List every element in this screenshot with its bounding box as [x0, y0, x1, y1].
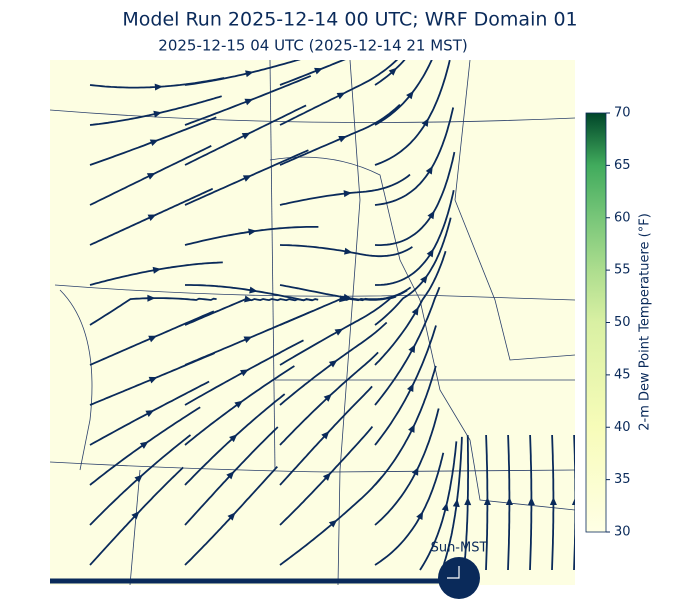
arrowhead [147, 294, 156, 302]
arrowhead [427, 210, 435, 220]
arrowhead [388, 67, 397, 76]
arrowhead [328, 359, 338, 368]
arrowhead [154, 83, 163, 91]
arrowhead [328, 519, 338, 528]
colorbar-label: 2-m Dew Point Temperatuere (°F) [638, 213, 653, 431]
arrowhead [134, 474, 143, 483]
colorbar-tick-label: 30 [614, 525, 631, 540]
arrowhead [344, 247, 353, 255]
arrowhead [147, 214, 157, 222]
subtitle: 2025-12-15 04 UTC (2025-12-14 21 MST) [158, 37, 467, 55]
arrowhead [408, 344, 416, 353]
map [50, 60, 575, 585]
marker-icon [447, 566, 460, 579]
arrowhead [421, 118, 429, 127]
arrowhead [146, 172, 156, 180]
arrowhead [339, 295, 348, 303]
arrowhead [505, 497, 513, 506]
arrowhead [420, 274, 428, 284]
colorbar-tick-label: 50 [614, 315, 631, 330]
title: Model Run 2025-12-14 00 UTC; WRF Domain … [122, 9, 577, 31]
arrowhead [244, 98, 254, 106]
arrowhead [241, 132, 251, 140]
arrowhead [152, 266, 162, 274]
arrowhead [244, 295, 253, 303]
arrowhead [145, 410, 155, 417]
arrowhead [411, 467, 419, 476]
arrowhead [226, 471, 235, 480]
arrowhead [248, 228, 257, 236]
arrowhead [148, 376, 158, 384]
arrowhead [426, 248, 434, 258]
colorbar-tick-label: 60 [614, 210, 631, 225]
arrowhead [240, 369, 249, 377]
colorbar-tick-label: 55 [614, 263, 631, 278]
arrowhead [336, 92, 346, 100]
arrowhead [483, 497, 491, 506]
arrowhead [149, 139, 159, 146]
colorbar-tick-label: 35 [614, 472, 631, 487]
arrowhead [338, 135, 347, 143]
arrowhead [153, 110, 162, 118]
arrowhead [139, 441, 149, 449]
arrowhead [343, 190, 352, 198]
arrowhead [314, 67, 323, 75]
arrowhead [321, 431, 330, 440]
colorbar-tick-label: 70 [614, 106, 631, 121]
colorbar-tick-label: 40 [614, 420, 631, 435]
arrowhead [323, 393, 332, 402]
colorbar [585, 112, 607, 533]
arrowhead [229, 434, 238, 443]
arrowhead [245, 70, 254, 78]
arrowhead [452, 498, 460, 508]
arrowhead [549, 497, 557, 506]
timeline-label: Sun-MST [431, 541, 488, 556]
colorbar-ticks: 30 35 40 45 50 55 60 65 70 [606, 106, 631, 540]
arrowhead [571, 497, 575, 506]
arrowhead [406, 90, 414, 100]
arrowhead [406, 383, 414, 393]
arrowhead [425, 165, 433, 175]
arrowhead [322, 472, 331, 481]
arrowhead [527, 497, 535, 506]
arrowhead [227, 512, 236, 521]
map-background [50, 60, 575, 585]
arrowhead [416, 511, 424, 520]
arrowhead [408, 424, 415, 433]
arrowhead [411, 306, 419, 316]
arrowhead [243, 336, 253, 343]
arrowhead [234, 400, 243, 409]
colorbar-tick-label: 65 [614, 158, 631, 173]
arrowhead [441, 502, 449, 512]
colorbar-tick-label: 45 [614, 367, 631, 382]
arrowhead [334, 328, 344, 336]
arrowhead [464, 497, 472, 506]
arrowhead [249, 286, 258, 294]
arrowhead [242, 175, 252, 182]
streamline [573, 434, 575, 571]
arrowhead [148, 335, 157, 343]
streamlines [89, 60, 575, 571]
arrowhead [131, 511, 140, 520]
